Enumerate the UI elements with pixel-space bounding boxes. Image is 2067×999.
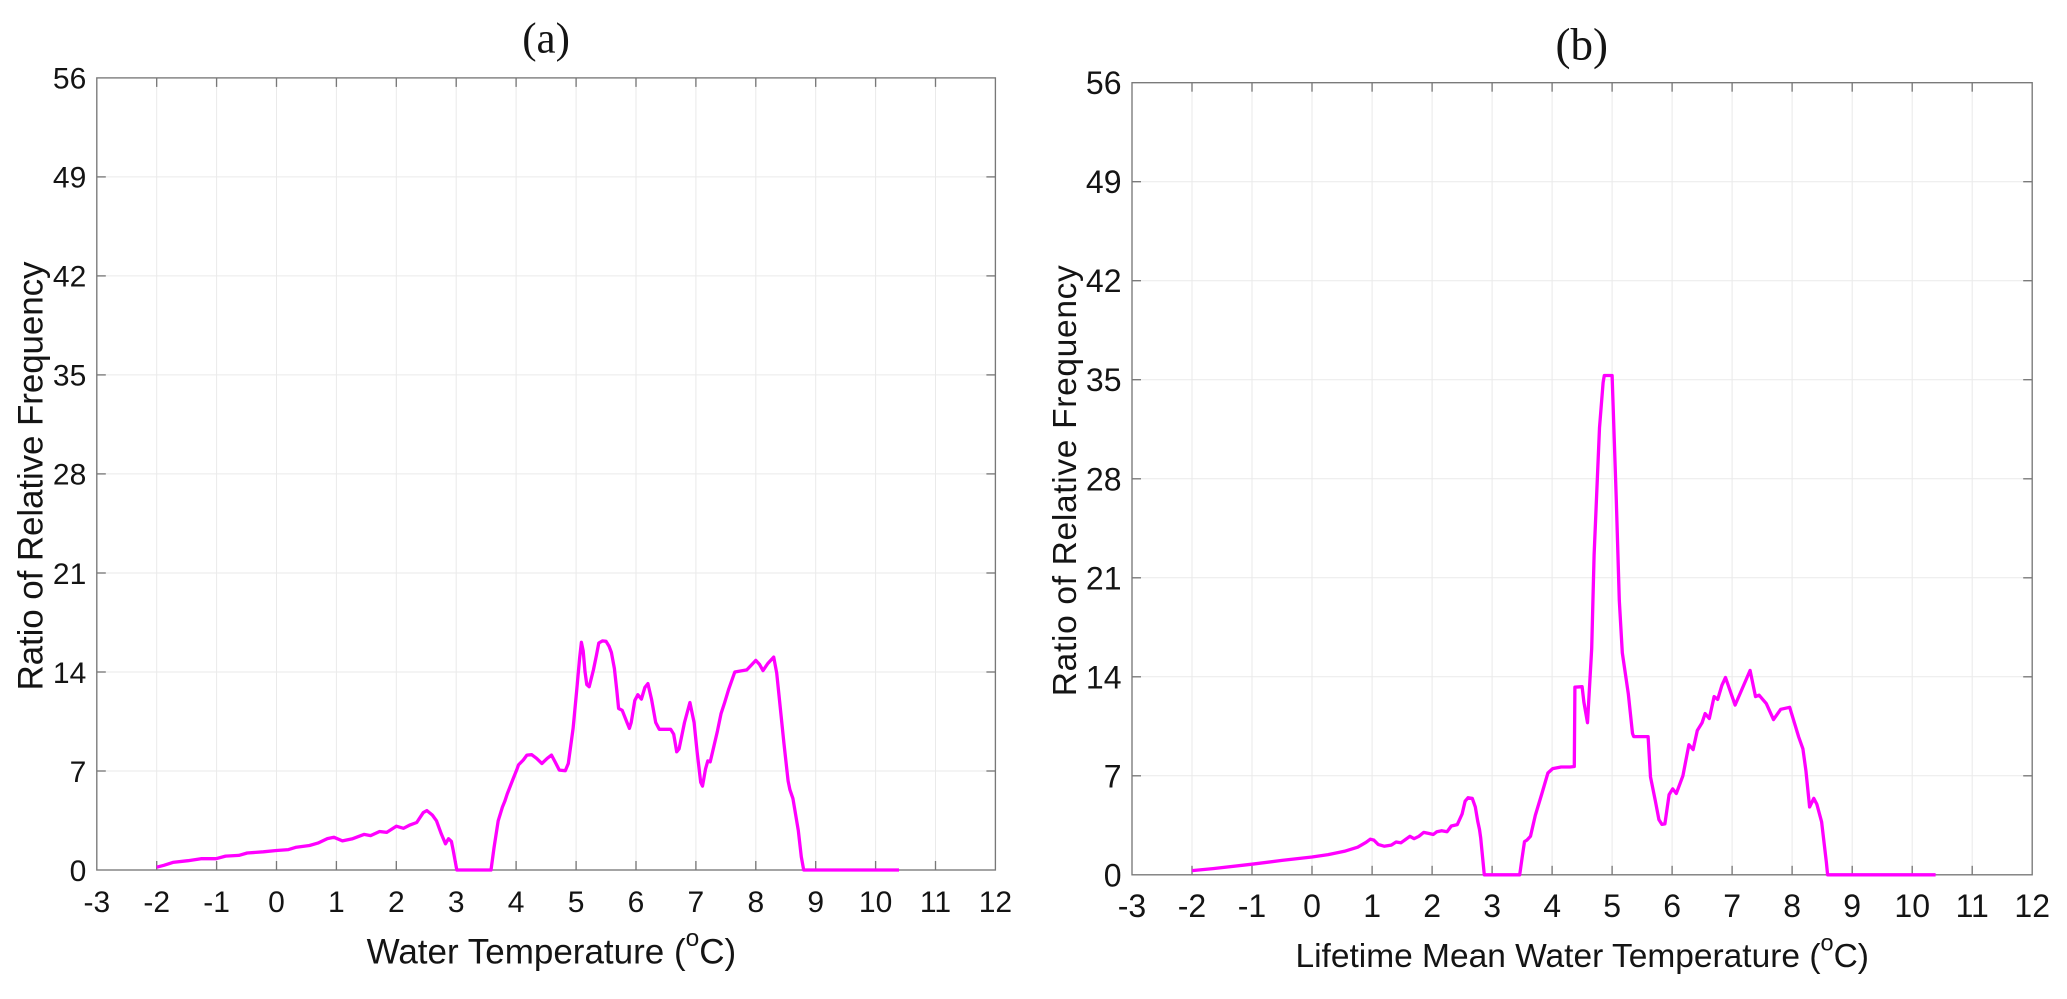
svg-text:10: 10 bbox=[1894, 888, 1930, 924]
svg-text:0: 0 bbox=[70, 855, 87, 888]
svg-text:-1: -1 bbox=[1238, 888, 1266, 924]
svg-text:(a): (a) bbox=[522, 16, 570, 63]
svg-text:4: 4 bbox=[1543, 888, 1561, 924]
svg-text:7: 7 bbox=[70, 756, 87, 789]
svg-text:6: 6 bbox=[1663, 888, 1681, 924]
svg-text:(b): (b) bbox=[1556, 20, 1608, 70]
svg-text:9: 9 bbox=[807, 886, 824, 919]
svg-text:2: 2 bbox=[388, 886, 405, 919]
svg-text:5: 5 bbox=[1603, 888, 1621, 924]
svg-text:49: 49 bbox=[1086, 164, 1122, 200]
svg-text:10: 10 bbox=[859, 886, 892, 919]
svg-text:49: 49 bbox=[53, 162, 86, 195]
svg-text:21: 21 bbox=[53, 558, 86, 591]
svg-text:35: 35 bbox=[1086, 362, 1122, 398]
svg-text:3: 3 bbox=[1483, 888, 1501, 924]
svg-text:9: 9 bbox=[1843, 888, 1861, 924]
svg-text:8: 8 bbox=[747, 886, 764, 919]
svg-text:0: 0 bbox=[268, 886, 285, 919]
svg-text:1: 1 bbox=[1363, 888, 1381, 924]
svg-text:6: 6 bbox=[628, 886, 645, 919]
svg-text:-2: -2 bbox=[1178, 888, 1206, 924]
svg-text:-2: -2 bbox=[143, 886, 170, 919]
svg-text:42: 42 bbox=[53, 261, 86, 294]
svg-text:12: 12 bbox=[2014, 888, 2050, 924]
svg-text:42: 42 bbox=[1086, 263, 1122, 299]
svg-text:4: 4 bbox=[508, 886, 525, 919]
svg-text:11: 11 bbox=[1956, 888, 1989, 924]
svg-text:56: 56 bbox=[1086, 65, 1122, 101]
svg-text:5: 5 bbox=[568, 886, 585, 919]
svg-text:Water Temperature (oC): Water Temperature (oC) bbox=[367, 925, 737, 972]
svg-text:28: 28 bbox=[53, 459, 86, 492]
svg-text:7: 7 bbox=[688, 886, 705, 919]
svg-text:21: 21 bbox=[1086, 560, 1122, 596]
svg-text:8: 8 bbox=[1783, 888, 1801, 924]
svg-text:14: 14 bbox=[53, 657, 86, 690]
svg-text:7: 7 bbox=[1723, 888, 1741, 924]
svg-text:28: 28 bbox=[1086, 461, 1122, 497]
svg-text:14: 14 bbox=[1086, 659, 1122, 695]
svg-text:Ratio of Relative Frequency: Ratio of Relative Frequency bbox=[1047, 265, 1084, 696]
svg-text:-3: -3 bbox=[1118, 888, 1146, 924]
svg-text:0: 0 bbox=[1104, 857, 1122, 893]
svg-text:0: 0 bbox=[1303, 888, 1321, 924]
svg-text:2: 2 bbox=[1423, 888, 1441, 924]
svg-text:7: 7 bbox=[1104, 758, 1122, 794]
svg-text:Ratio of Relative Frequency: Ratio of Relative Frequency bbox=[12, 261, 51, 691]
svg-text:3: 3 bbox=[448, 886, 465, 919]
svg-text:12: 12 bbox=[979, 886, 1012, 919]
svg-text:-1: -1 bbox=[203, 886, 230, 919]
svg-text:35: 35 bbox=[53, 360, 86, 393]
svg-text:56: 56 bbox=[53, 63, 86, 96]
svg-text:-3: -3 bbox=[83, 886, 110, 919]
svg-text:11: 11 bbox=[920, 886, 951, 919]
svg-text:1: 1 bbox=[328, 886, 345, 919]
